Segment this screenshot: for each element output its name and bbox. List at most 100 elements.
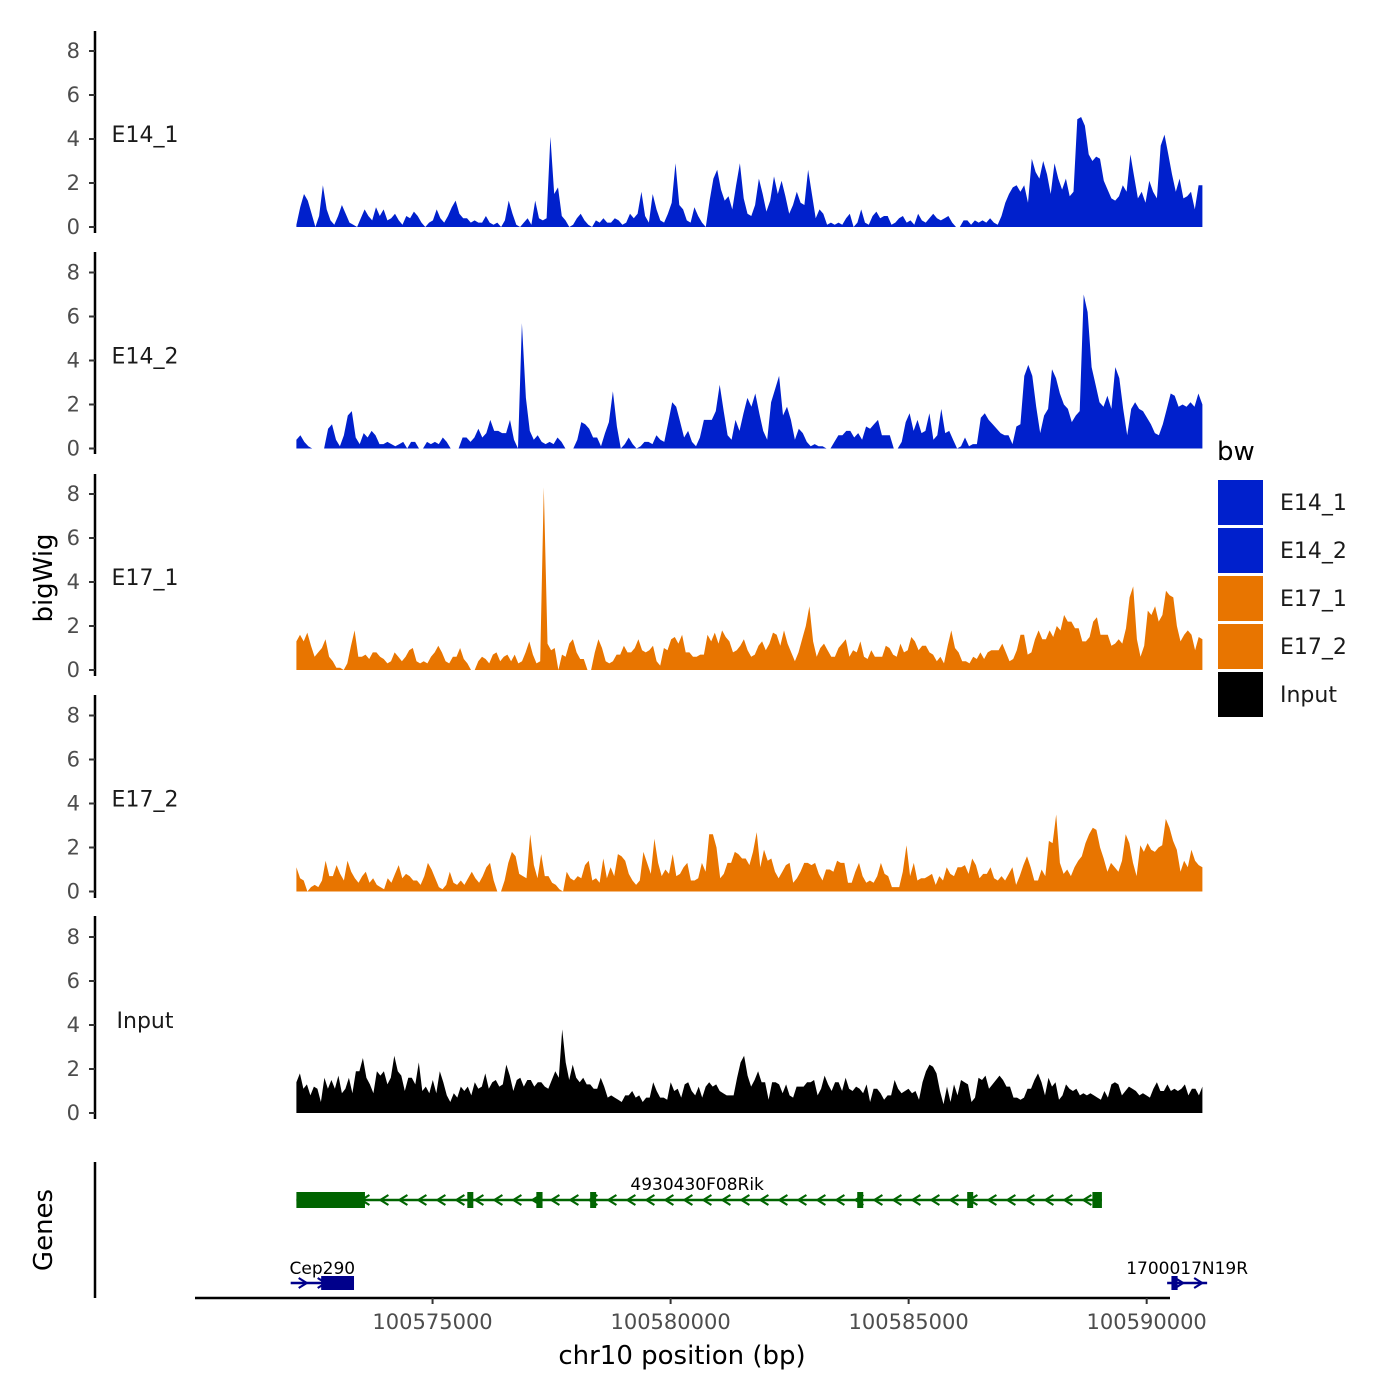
exon xyxy=(321,1276,355,1290)
strand-arrow xyxy=(1062,1194,1073,1206)
y-tick-label: 4 xyxy=(67,792,80,816)
track-E17_1: 0 2 4 6 8 E17_1 xyxy=(67,474,1203,682)
y-axis-title: bigWig xyxy=(29,533,59,622)
x-axis-title: chr10 position (bp) xyxy=(558,1341,805,1371)
area-E17_1 xyxy=(296,487,1203,670)
y-tick-label: 6 xyxy=(67,969,80,993)
exon xyxy=(467,1192,474,1208)
strand-arrow xyxy=(1081,1194,1092,1206)
strand-arrow xyxy=(872,1194,883,1206)
gene-1700017N19R: 1700017N19R xyxy=(1126,1259,1248,1290)
x-axis: 100575000 100580000 100585000 100590000 xyxy=(195,1296,1207,1334)
y-tick-label: 4 xyxy=(67,570,80,594)
strand-arrow xyxy=(397,1194,408,1206)
strand-arrow xyxy=(758,1194,769,1206)
track-label: E14_2 xyxy=(112,345,179,370)
x-tick-label: 100575000 xyxy=(372,1310,492,1334)
gene-label: 1700017N19R xyxy=(1126,1259,1248,1279)
strand-arrow xyxy=(1024,1194,1035,1206)
y-tick-label: 8 xyxy=(67,39,80,63)
y-tick-label: 6 xyxy=(67,748,80,772)
strand-arrow xyxy=(796,1194,807,1206)
y-tick-label: 2 xyxy=(67,171,80,195)
strand-arrow xyxy=(606,1194,617,1206)
strand-arrow xyxy=(834,1194,845,1206)
strand-arrow xyxy=(1174,1277,1186,1289)
strand-arrow xyxy=(568,1194,579,1206)
exon xyxy=(857,1192,864,1208)
strand-arrow xyxy=(910,1194,921,1206)
strand-arrow xyxy=(777,1194,788,1206)
legend: bw E14_1 E14_2 E17_1 E17_2 Input xyxy=(1217,437,1347,717)
legend-label: E14_1 xyxy=(1280,491,1347,516)
area-E14_1 xyxy=(296,117,1203,227)
track-label: Input xyxy=(117,1009,174,1034)
track-label: E17_1 xyxy=(112,566,179,591)
exon xyxy=(1092,1192,1102,1208)
strand-arrow xyxy=(473,1194,484,1206)
y-tick-label: 0 xyxy=(67,658,80,682)
gene-label: Cep290 xyxy=(290,1259,356,1279)
y-tick-label: 8 xyxy=(67,482,80,506)
x-tick-label: 100585000 xyxy=(849,1310,969,1334)
legend-label: Input xyxy=(1280,683,1337,708)
gene-Cep290: Cep290 xyxy=(290,1259,356,1290)
y-tick-label: 0 xyxy=(67,1101,80,1125)
legend-key-Input xyxy=(1218,672,1263,717)
strand-arrow xyxy=(701,1194,712,1206)
y-tick-label: 6 xyxy=(67,305,80,329)
exon xyxy=(296,1192,365,1208)
area-Input xyxy=(296,1029,1203,1113)
track-Input: 0 2 4 6 8 Input xyxy=(67,916,1203,1125)
y-tick-label: 4 xyxy=(67,1013,80,1037)
legend-title: bw xyxy=(1217,437,1255,467)
y-tick-label: 8 xyxy=(67,704,80,728)
track-E14_1: 0 2 4 6 8 E14_1 xyxy=(67,31,1203,239)
track-label: E14_1 xyxy=(112,123,179,148)
track-E14_2: 0 2 4 6 8 E14_2 xyxy=(67,252,1203,461)
legend-key-E17_1 xyxy=(1218,576,1263,621)
strand-arrow xyxy=(682,1194,693,1206)
exon xyxy=(590,1192,597,1208)
legend-label: E14_2 xyxy=(1280,539,1347,564)
strand-arrow xyxy=(1193,1277,1205,1289)
track-E17_2: 0 2 4 6 8 E17_2 xyxy=(67,695,1203,904)
gene-track: 4930430F08Rik Cep290 1700017N19R xyxy=(93,1162,1248,1298)
y-tick-label: 0 xyxy=(67,437,80,461)
y-tick-label: 0 xyxy=(67,215,80,239)
legend-key-E14_2 xyxy=(1218,528,1263,573)
strand-arrow xyxy=(663,1194,674,1206)
track-label: E17_2 xyxy=(112,788,179,813)
y-tick-label: 8 xyxy=(67,925,80,949)
gene-4930430F08Rik: 4930430F08Rik xyxy=(296,1175,1102,1208)
strand-arrow xyxy=(644,1194,655,1206)
y-tick-label: 2 xyxy=(67,1057,80,1081)
y-tick-label: 6 xyxy=(67,526,80,550)
y-tick-label: 4 xyxy=(67,349,80,373)
genes-axis-title: Genes xyxy=(29,1189,59,1271)
area-E17_2 xyxy=(296,814,1203,892)
strand-arrow xyxy=(511,1194,522,1206)
strand-arrow xyxy=(549,1194,560,1206)
y-tick-label: 8 xyxy=(67,261,80,285)
y-tick-label: 2 xyxy=(67,836,80,860)
strand-arrow xyxy=(1043,1194,1054,1206)
gene-label: 4930430F08Rik xyxy=(630,1175,764,1195)
strand-arrow xyxy=(1005,1194,1016,1206)
strand-arrow xyxy=(720,1194,731,1206)
y-tick-label: 2 xyxy=(67,614,80,638)
strand-arrow xyxy=(625,1194,636,1206)
legend-label: E17_2 xyxy=(1280,635,1347,660)
strand-arrow xyxy=(298,1277,309,1289)
legend-key-E14_1 xyxy=(1218,480,1263,525)
strand-arrow xyxy=(929,1194,940,1206)
strand-arrow xyxy=(416,1194,427,1206)
strand-arrow xyxy=(378,1194,389,1206)
area-E14_2 xyxy=(296,294,1203,449)
strand-arrow xyxy=(454,1194,465,1206)
exon xyxy=(967,1192,974,1208)
strand-arrow xyxy=(435,1194,446,1206)
strand-arrow xyxy=(948,1194,959,1206)
signal-tracks: 0 2 4 6 8 E14_1 0 2 4 6 8 E14_2 0 2 4 6 8 E17_1 0 2 4 6 8 E17_2… xyxy=(67,31,1203,1125)
